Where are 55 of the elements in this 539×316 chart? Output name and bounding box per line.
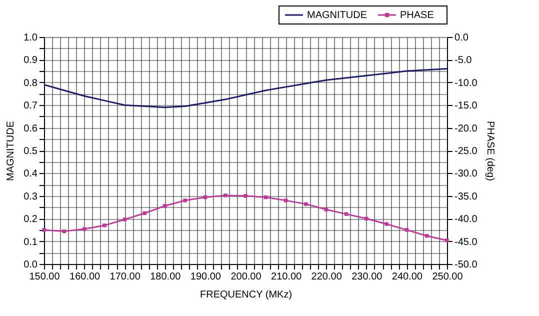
- y-tick-label: 0.1: [24, 236, 38, 248]
- x-axis-title: FREQUENCY (MKz): [200, 290, 292, 300]
- y2-tick-label: -10.0: [454, 78, 478, 89]
- y-tick-label: 0.3: [24, 191, 38, 202]
- y2-tick-label: -5.0: [454, 55, 472, 66]
- y2-tick-label: -30.0: [454, 168, 478, 180]
- y-tick-label: 0.0: [24, 260, 38, 270]
- y-tick-label: 0.7: [24, 100, 38, 112]
- y2-tick-label: -50.0: [454, 260, 478, 270]
- x-tick-label: 240.00: [392, 272, 423, 282]
- legend-label: PHASE: [400, 10, 434, 21]
- point: [244, 194, 248, 198]
- y2-tick-label: 0.0: [454, 32, 469, 44]
- x-tick-label: 220.00: [311, 272, 342, 282]
- y2-axis-title: PHASE (deg): [484, 120, 496, 182]
- point: [163, 204, 167, 208]
- x-tick-label: 250.00: [432, 272, 464, 282]
- x-tick-label: 190.00: [190, 272, 222, 282]
- y2-tick-label: -25.0: [454, 146, 478, 157]
- y-tick-label: 0.8: [24, 78, 38, 89]
- legend-label: MAGNITUDE: [307, 10, 368, 21]
- x-tick-label: 200.00: [230, 272, 262, 282]
- y-tick-label: 0.2: [24, 214, 38, 226]
- y-tick-label: 1.0: [24, 32, 38, 44]
- y-axis-title: MAGNITUDE: [6, 120, 17, 181]
- y2-tick-label: -20.0: [454, 123, 478, 134]
- y-tick-label: 0.9: [24, 55, 38, 66]
- point: [102, 224, 106, 228]
- point: [284, 198, 288, 202]
- point: [122, 218, 126, 222]
- x-tick-label: 180.00: [150, 272, 182, 282]
- x-tick-label: 160.00: [70, 272, 101, 282]
- point: [364, 216, 368, 220]
- y-tick-label: 0.4: [24, 168, 38, 180]
- point: [344, 212, 348, 216]
- x-tick-label: 210.00: [271, 272, 302, 282]
- y2-tick-label: -15.0: [454, 100, 478, 112]
- point: [324, 208, 328, 212]
- point: [82, 227, 86, 231]
- x-tick-label: 230.00: [352, 272, 383, 282]
- point: [404, 228, 409, 232]
- y-tick-label: 0.6: [24, 123, 38, 134]
- y2-tick-label: -45.0: [454, 236, 478, 248]
- point: [304, 202, 308, 206]
- x-tick-label: 170.00: [110, 272, 141, 282]
- point: [445, 238, 449, 242]
- line-series: [43, 68, 448, 108]
- x-tick-label: 150.00: [29, 272, 60, 282]
- point: [183, 198, 187, 202]
- point: [42, 228, 46, 232]
- y2-tick-label: -35.0: [454, 191, 478, 202]
- y2-tick-label: -40.0: [454, 214, 478, 226]
- point: [223, 194, 228, 198]
- point: [384, 222, 388, 226]
- y-tick-label: 0.5: [24, 146, 38, 157]
